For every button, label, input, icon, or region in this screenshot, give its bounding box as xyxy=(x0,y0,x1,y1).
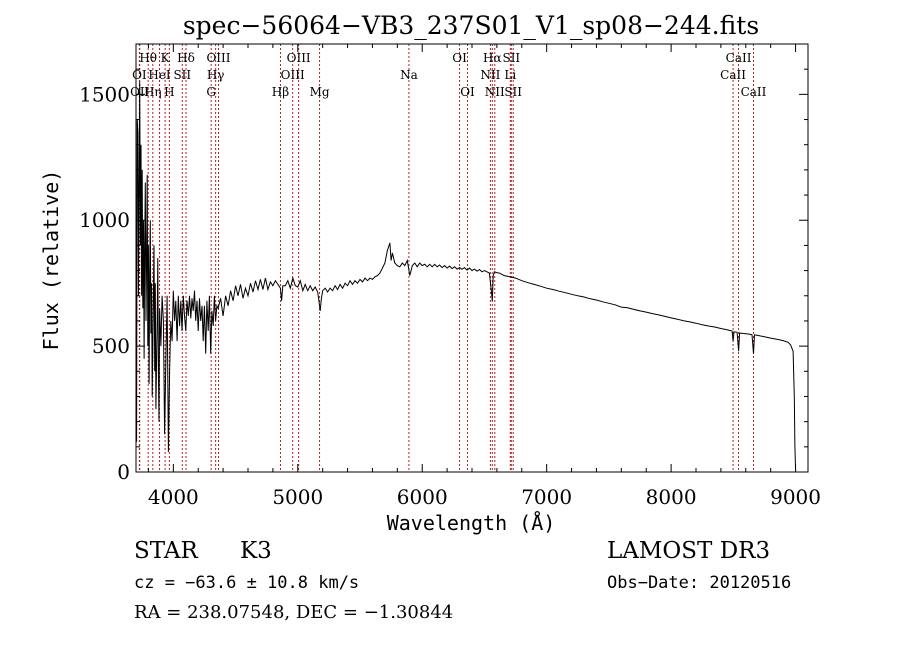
y-axis-label: Flux (relative) xyxy=(39,170,63,351)
x-tick-label: 5000 xyxy=(272,485,323,509)
spectrum-chart: spec−56064−VB3_237S01_V1_sp08−244.fits F… xyxy=(39,11,821,535)
y-tick-label: 500 xyxy=(92,334,130,358)
observation-date: Obs−Date: 20120516 xyxy=(607,573,792,593)
spectral-line-label: Li xyxy=(504,68,516,82)
chart-title: spec−56064−VB3_237S01_V1_sp08−244.fits xyxy=(183,11,759,40)
spectral-line-label: CaII xyxy=(726,51,752,65)
x-tick-label: 4000 xyxy=(148,485,199,509)
spectral-line-label: HeI xyxy=(148,68,171,82)
spectral-line-label: SII xyxy=(173,68,191,82)
spectral-line-label: OI xyxy=(452,51,467,65)
spectral-line-label: OIII xyxy=(281,68,305,82)
x-tick-label: 8000 xyxy=(646,485,697,509)
x-tick-label: 7000 xyxy=(521,485,572,509)
object-type: STAR xyxy=(134,538,198,564)
spectral-line-label: Mg xyxy=(310,85,330,99)
spectral-line-label: Hα xyxy=(483,51,502,65)
x-axis-ticks: 4000 5000 6000 7000 8000 9000 xyxy=(148,44,821,509)
coordinates: RA = 238.07548, DEC = −1.30844 xyxy=(134,602,454,623)
spectral-line-label: CaII xyxy=(741,85,767,99)
spectral-line-label: OI xyxy=(132,68,147,82)
spectral-line-label: Hβ xyxy=(272,85,289,99)
plot-frame xyxy=(135,43,809,473)
x-tick-label: 6000 xyxy=(397,485,448,509)
spectral-line-label: OIII xyxy=(287,51,311,65)
object-subclass: K3 xyxy=(240,538,272,564)
spectral-line-label: G xyxy=(206,85,216,99)
spectral-line-label: CaII xyxy=(720,68,746,82)
spectral-line-label: SII xyxy=(502,51,520,65)
spectral-line-label: K xyxy=(161,51,171,65)
spectral-line-label: Na xyxy=(400,68,418,82)
y-axis-ticks: 0 500 1000 1500 xyxy=(79,68,808,484)
survey-name: LAMOST DR3 xyxy=(607,538,771,564)
spectral-line-label: H xyxy=(164,85,174,99)
spectral-line-label: Hθ xyxy=(139,51,157,65)
redshift-value: cz = −63.6 ± 10.8 km/s xyxy=(134,573,360,593)
spectral-line-label: OI xyxy=(460,85,475,99)
spectral-line-label: Hδ xyxy=(177,51,195,65)
y-tick-label: 0 xyxy=(117,460,130,484)
x-axis-label: Wavelength (Å) xyxy=(387,511,556,535)
spectral-line-markers xyxy=(138,44,754,472)
y-tick-label: 1500 xyxy=(79,82,130,106)
spectral-line-label: OIII xyxy=(206,51,230,65)
spectral-line-label: Hγ xyxy=(207,68,225,82)
y-tick-label: 1000 xyxy=(79,208,130,232)
spectral-line-label: SII xyxy=(504,85,522,99)
spectrum-line xyxy=(135,81,797,471)
spectral-line-label: NII xyxy=(480,68,500,82)
x-tick-label: 9000 xyxy=(770,485,821,509)
spectral-line-label: Hη xyxy=(144,85,162,99)
spectral-line-label: NII xyxy=(485,85,505,99)
